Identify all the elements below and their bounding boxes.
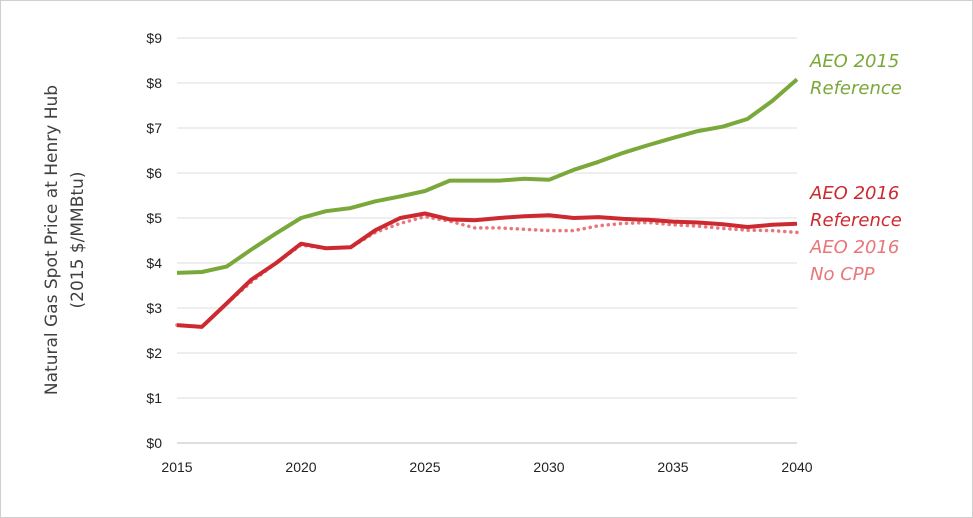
x-tick-label: 2025 [409, 459, 440, 475]
x-tick-label: 2015 [161, 459, 192, 475]
x-tick-label: 2040 [781, 459, 812, 475]
x-tick-label: 2035 [657, 459, 688, 475]
label-aeo2016-nocpp-line1: AEO 2016 [809, 237, 899, 258]
y-tick-label: $5 [146, 210, 162, 226]
y-tick-label: $0 [146, 435, 162, 451]
y-tick-label: $1 [146, 390, 162, 406]
y-axis-title: Natural Gas Spot Price at Henry Hub [42, 85, 62, 395]
grid-lines [177, 37, 797, 444]
y-axis-label: Natural Gas Spot Price at Henry Hub (201… [42, 85, 88, 395]
y-axis-units: (2015 $/MMBtu) [68, 172, 88, 309]
label-aeo2015-line1: AEO 2015 [809, 51, 899, 72]
y-tick-label: $9 [146, 30, 162, 46]
label-aeo2016-ref-line1: AEO 2016 [809, 183, 899, 204]
y-tick-label: $3 [146, 300, 162, 316]
series-line-aeo-2016-no-cpp [175, 214, 799, 329]
y-tick-label: $6 [146, 165, 162, 181]
label-aeo2016-nocpp-line2: No CPP [810, 264, 875, 285]
x-tick-label: 2030 [533, 459, 564, 475]
series-labels: AEO 2015 Reference AEO 2016 Reference AE… [809, 51, 902, 285]
label-aeo2016-ref-line2: Reference [810, 210, 902, 231]
series-lines [175, 77, 799, 329]
y-tick-label: $7 [146, 120, 162, 136]
series-line-aeo-2016-reference [176, 211, 798, 329]
y-tick-label: $2 [146, 345, 162, 361]
y-tick-label: $8 [146, 75, 162, 91]
y-tick-label: $4 [146, 255, 162, 271]
x-tick-label: 2020 [285, 459, 316, 475]
y-tick-labels: $0 $1 $2 $3 $4 $5 $6 $7 $8 $9 [146, 30, 162, 451]
x-tick-labels: 2015 2020 2025 2030 2035 2040 [161, 459, 812, 475]
label-aeo2015-line2: Reference [810, 78, 902, 99]
series-line-aeo-2015-reference [176, 77, 799, 275]
